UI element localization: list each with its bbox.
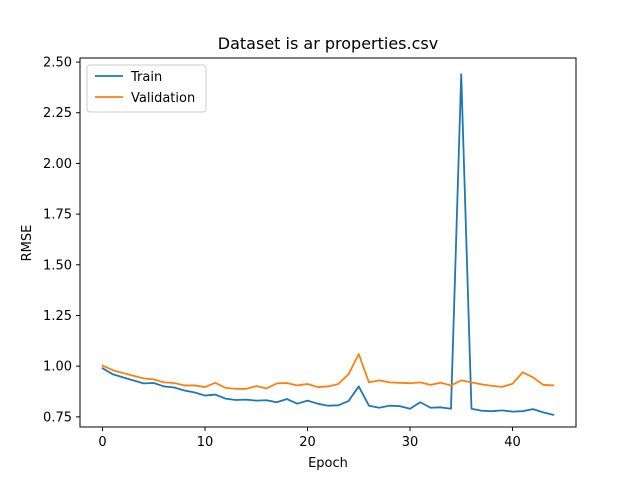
plot-area-frame: [79, 57, 577, 428]
y-tick-label: 2.25: [43, 106, 72, 121]
y-axis-label: RMSE: [20, 225, 35, 262]
x-tick-label: 20: [299, 435, 316, 450]
y-tick-label: 1.50: [43, 258, 72, 273]
series-line-validation: [101, 353, 555, 390]
x-tick-label: 10: [197, 435, 214, 450]
x-tick-label: 30: [402, 435, 419, 450]
y-tick-label: 2.00: [43, 157, 72, 172]
axes-layer: 0 10 20 30 40 0.75 1.00 1.25 1.50 1.75 2.00 2.25 2.5…: [43, 56, 521, 450]
y-tick-label: 2.50: [43, 56, 72, 71]
y-tick-label: 1.75: [43, 208, 72, 223]
series-line-train: [101, 73, 555, 416]
y-tick-label: 0.75: [43, 410, 72, 425]
legend-validation-label: Validation: [131, 91, 195, 106]
series-layer: [101, 73, 555, 416]
x-axis-label: Epoch: [308, 456, 348, 471]
x-tick-label: 0: [98, 435, 106, 450]
legend-train-label: Train: [130, 70, 162, 85]
y-tick-label: 1.25: [43, 309, 72, 324]
x-tick-label: 40: [504, 435, 521, 450]
y-tick-label: 1.00: [43, 360, 72, 375]
chart-title: Dataset is ar properties.csv: [218, 34, 438, 53]
legend: Train Validation: [86, 64, 207, 113]
